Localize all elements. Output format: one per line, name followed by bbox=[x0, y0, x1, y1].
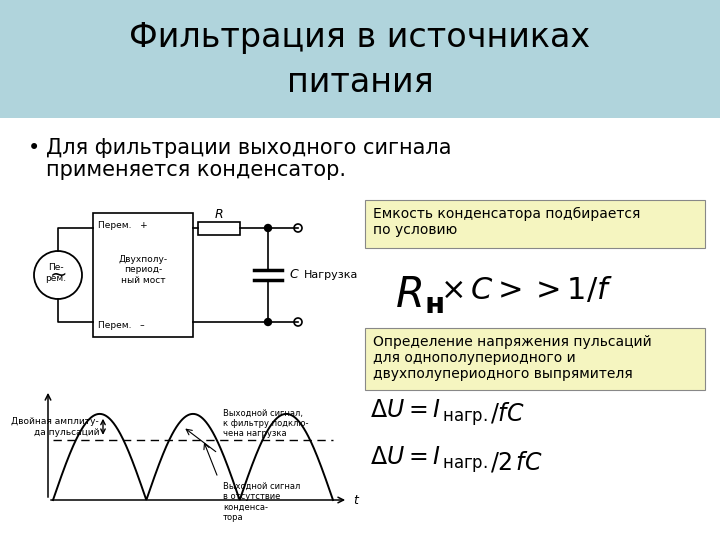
Text: $\Delta U = \mathbf{\mathit{I}}_{\,\mathbf{\text{нагр.}}}$: $\Delta U = \mathbf{\mathit{I}}_{\,\math… bbox=[370, 397, 488, 428]
Text: Определение напряжения пульсаций
для однополупериодного и
двухполупериодного вып: Определение напряжения пульсаций для одн… bbox=[373, 335, 652, 381]
Text: t: t bbox=[353, 495, 358, 508]
Text: Двухполу-
период-
ный мост: Двухполу- период- ный мост bbox=[118, 255, 168, 285]
Text: Емкость конденсатора подбирается
по условию: Емкость конденсатора подбирается по усло… bbox=[373, 207, 640, 237]
Text: $/ 2\,fC$: $/ 2\,fC$ bbox=[490, 449, 543, 475]
Text: $\times\, C >> 1/f$: $\times\, C >> 1/f$ bbox=[440, 275, 613, 305]
Text: Выходной сигнал
в отсутствие
конденса-
тора: Выходной сигнал в отсутствие конденса- т… bbox=[223, 482, 300, 522]
Text: Двойная амплиту-
да пульсаций: Двойная амплиту- да пульсаций bbox=[12, 417, 99, 436]
Text: Пе-
рем.: Пе- рем. bbox=[45, 264, 66, 283]
Text: C: C bbox=[289, 268, 298, 281]
Text: R: R bbox=[215, 208, 223, 221]
Text: Фильтрация в источниках: Фильтрация в источниках bbox=[130, 22, 590, 55]
Text: Перем.   +: Перем. + bbox=[98, 220, 148, 230]
Text: ~: ~ bbox=[49, 265, 67, 285]
Circle shape bbox=[264, 225, 271, 232]
Bar bbox=[198, 222, 240, 235]
Text: Перем.   –: Перем. – bbox=[98, 321, 145, 329]
Text: $\Delta U = \mathbf{\mathit{I}}_{\,\mathbf{\text{нагр.}}}$: $\Delta U = \mathbf{\mathit{I}}_{\,\math… bbox=[370, 444, 488, 475]
Bar bbox=[365, 200, 705, 248]
Text: Нагрузка: Нагрузка bbox=[304, 270, 359, 280]
Bar bbox=[365, 328, 705, 390]
Text: $/ fC$: $/ fC$ bbox=[490, 401, 525, 426]
Text: •: • bbox=[28, 138, 40, 158]
Text: питания: питания bbox=[287, 65, 433, 98]
Text: Выходной сигнал,
к фильтру подклю-
чена нагрузка: Выходной сигнал, к фильтру подклю- чена … bbox=[223, 409, 308, 438]
Bar bbox=[0, 0, 720, 118]
Circle shape bbox=[264, 319, 271, 326]
Text: $\mathbf{\mathit{R}}_{\mathbf{н}}$: $\mathbf{\mathit{R}}_{\mathbf{н}}$ bbox=[395, 274, 444, 316]
Text: применяется конденсатор.: применяется конденсатор. bbox=[46, 160, 346, 180]
Text: Для фильтрации выходного сигнала: Для фильтрации выходного сигнала bbox=[46, 138, 451, 158]
Bar bbox=[93, 213, 193, 337]
